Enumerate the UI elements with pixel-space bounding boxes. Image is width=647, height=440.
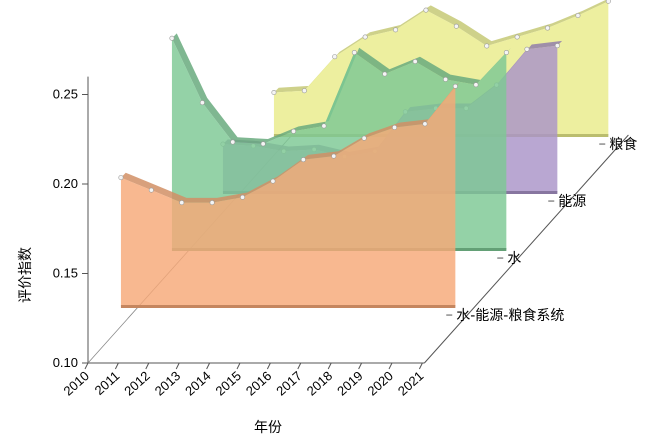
data-point [503, 50, 509, 56]
data-point [321, 123, 327, 129]
y-tick-label: 0.25 [53, 87, 78, 102]
x-tick-label: 2010 [60, 368, 92, 398]
y-tick-label: 0.15 [53, 266, 78, 281]
x-tick-label: 2016 [243, 368, 275, 398]
x-tick-mark [327, 362, 332, 370]
x-ticks: 2010 201120122013201420152016201720182019… [60, 362, 427, 399]
data-point [382, 71, 388, 77]
series-label: 水 [507, 251, 521, 267]
data-point [199, 100, 205, 106]
series-layers [118, 0, 611, 308]
x-tick-mark [297, 362, 302, 370]
depth-axis-line [424, 134, 629, 364]
data-point [179, 200, 185, 206]
data-point [300, 157, 306, 163]
x-tick-label: 2012 [121, 368, 153, 398]
data-point [412, 58, 418, 64]
data-point [392, 124, 398, 130]
x-tick-label: 2011 [92, 368, 123, 398]
data-point [240, 194, 246, 200]
data-point [393, 27, 399, 33]
data-point [301, 88, 307, 94]
data-point [575, 13, 581, 19]
data-point [169, 35, 175, 41]
data-point [209, 200, 215, 206]
data-point [473, 82, 479, 88]
x-tick-mark [358, 362, 363, 370]
data-point [331, 153, 337, 159]
y-axis-label: 评价指数 [18, 247, 34, 303]
series-label: 粮食 [609, 136, 637, 153]
series-label: 水-能源-粮食系统 [456, 307, 564, 324]
y-tick-label: 0.10 [53, 355, 78, 370]
x-tick-label: 2018 [304, 368, 336, 398]
series-label: 能源 [558, 194, 586, 210]
x-tick-label: 2017 [273, 368, 305, 398]
data-point [291, 128, 297, 134]
x-tick-label: 2019 [334, 368, 366, 398]
x-tick-mark [175, 362, 180, 370]
data-point [148, 187, 154, 193]
x-tick-label: 2021 [395, 368, 427, 398]
x-axis-label: 年份 [254, 420, 282, 436]
series-0 [118, 81, 461, 308]
x-tick-label: 2020 [364, 368, 396, 398]
data-point [524, 46, 530, 52]
x-tick-mark [206, 362, 211, 370]
x-tick-mark [145, 362, 150, 370]
data-point [545, 25, 551, 31]
x-tick-mark [266, 362, 271, 370]
data-point [514, 34, 520, 40]
data-point [443, 76, 449, 82]
series-area [120, 86, 456, 307]
x-tick-mark [84, 362, 89, 370]
data-point [484, 43, 490, 49]
y-ticks: 0.10 0.15 0.20 0.25 [53, 87, 88, 370]
data-point [554, 43, 560, 49]
x-tick-label: 2013 [152, 368, 184, 398]
data-point [361, 135, 367, 141]
data-point [422, 121, 428, 127]
x-tick-label: 2014 [182, 368, 214, 398]
data-point [362, 34, 368, 40]
data-point [452, 83, 458, 89]
data-point [453, 23, 459, 29]
data-point [230, 139, 236, 145]
y-tick-label: 0.20 [53, 176, 78, 191]
x-tick-mark [388, 362, 393, 370]
x-tick-mark [236, 362, 241, 370]
data-point [260, 141, 266, 147]
series-ribbon [120, 81, 461, 203]
data-point [118, 175, 124, 181]
x-tick-mark [418, 362, 423, 370]
data-point [423, 7, 429, 13]
data-point [605, 0, 611, 4]
data-point [271, 89, 277, 95]
data-point [351, 50, 357, 56]
data-point [332, 54, 338, 60]
data-point [270, 178, 276, 184]
x-tick-label: 2015 [212, 368, 244, 398]
series-ribbon [273, 0, 610, 93]
x-tick-mark [114, 362, 119, 370]
